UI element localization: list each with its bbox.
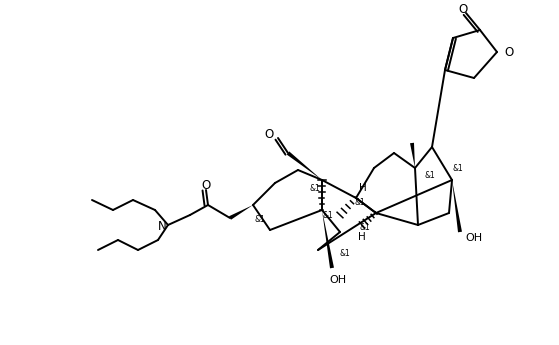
Text: &1: &1 — [340, 248, 350, 257]
Text: O: O — [458, 2, 468, 16]
Text: H: H — [359, 183, 367, 193]
Text: &1: &1 — [354, 197, 365, 207]
Text: &1: &1 — [425, 170, 436, 179]
Text: &1: &1 — [360, 224, 371, 233]
Text: &1: &1 — [310, 184, 321, 193]
Text: O: O — [504, 46, 513, 59]
Text: N: N — [158, 219, 167, 233]
Text: O: O — [265, 128, 274, 140]
Text: &1: &1 — [323, 210, 334, 219]
Text: &1: &1 — [453, 164, 464, 172]
Polygon shape — [452, 180, 462, 232]
Polygon shape — [322, 210, 334, 268]
Text: OH: OH — [465, 233, 482, 243]
Text: OH: OH — [329, 275, 347, 285]
Polygon shape — [229, 205, 253, 220]
Polygon shape — [287, 151, 322, 180]
Polygon shape — [410, 143, 415, 168]
Text: H: H — [358, 232, 366, 242]
Text: O: O — [201, 178, 211, 191]
Text: &1: &1 — [255, 216, 266, 225]
